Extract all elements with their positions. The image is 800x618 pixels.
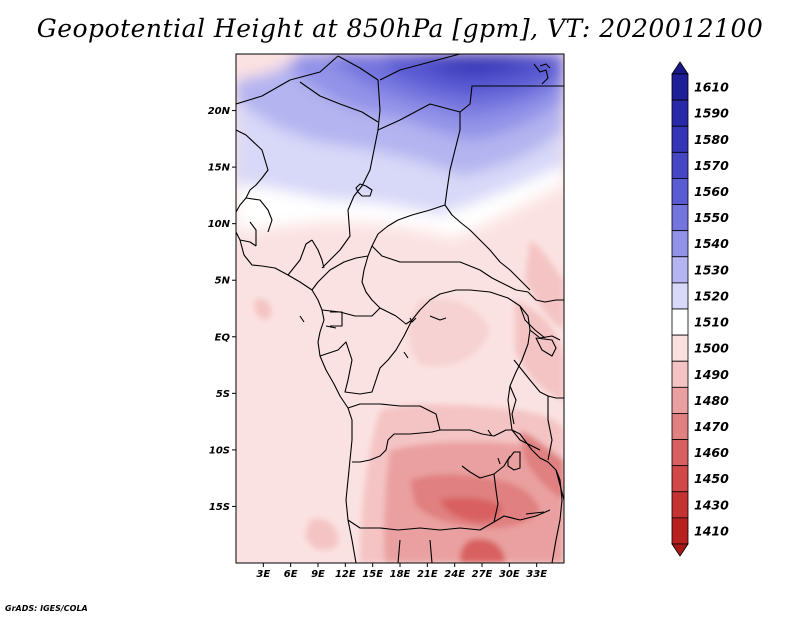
colorbar-label: 1500 — [694, 341, 729, 356]
colorbar-label: 1580 — [694, 132, 729, 147]
colorbar-swatch — [671, 517, 689, 545]
colorbar-swatch — [671, 256, 689, 284]
colorbar-label: 1590 — [694, 106, 729, 121]
colorbar-label: 1470 — [694, 419, 729, 434]
x-tick-label: 6E — [284, 569, 298, 580]
y-tick-label: 5N — [215, 276, 231, 287]
y-tick-label: 20N — [208, 106, 231, 117]
x-tick-label: 24E — [444, 569, 465, 580]
colorbar-swatch — [671, 73, 689, 101]
country-boundaries — [236, 54, 564, 563]
colorbar-legend: 1610 1590 1580 1570 1560 1550 1540 1530 1520 1510… — [671, 61, 729, 557]
colorbar-label: 1490 — [694, 367, 729, 382]
x-tick-label: 9E — [311, 569, 325, 580]
colorbar-label: 1610 — [694, 80, 729, 95]
colorbar-swatch — [671, 230, 689, 258]
longitude-axis: 3E 6E 9E 12E 15E 18E 21E 24E 27E 30E 33E — [256, 563, 547, 580]
x-tick-label: 33E — [526, 569, 547, 580]
x-tick-label: 15E — [362, 569, 383, 580]
colorbar-top-cap — [671, 61, 689, 75]
colorbar-swatch — [671, 360, 689, 388]
colorbar-label: 1410 — [694, 523, 729, 538]
colorbar-swatch — [671, 334, 689, 362]
y-tick-label: 15N — [208, 163, 231, 174]
x-tick-label: 3E — [256, 569, 270, 580]
colorbar-bottom-cap — [671, 543, 689, 557]
colorbar-swatch — [671, 413, 689, 440]
colorbar-swatch — [671, 99, 689, 127]
latitude-axis: 20N 15N 10N 5N EQ 5S 10S 15S — [208, 106, 236, 513]
colorbar-label: 1560 — [694, 184, 729, 199]
x-tick-label: 12E — [335, 569, 356, 580]
colorbar-swatch — [671, 386, 689, 414]
x-tick-label: 27E — [472, 569, 493, 580]
colorbar-label: 1430 — [694, 497, 729, 512]
x-tick-label: 21E — [417, 569, 438, 580]
geopotential-height-field — [236, 54, 564, 563]
colorbar-label: 1520 — [694, 288, 729, 303]
colorbar-swatch — [671, 125, 689, 153]
colorbar-label: 1460 — [694, 445, 729, 460]
y-tick-label: 5S — [216, 389, 230, 400]
x-tick-label: 18E — [390, 569, 411, 580]
colorbar-swatch — [671, 282, 689, 310]
colorbar-label: 1550 — [694, 210, 729, 225]
colorbar-swatch — [671, 491, 689, 519]
x-tick-label: 30E — [499, 569, 520, 580]
colorbar-label: 1510 — [694, 315, 729, 330]
map-title: Geopotential Height at 850hPa [gpm], VT:… — [36, 14, 764, 43]
colorbar-label: 1450 — [694, 471, 729, 486]
colorbar-label: 1480 — [694, 393, 729, 408]
colorbar-swatch — [671, 178, 689, 205]
y-tick-label: 15S — [209, 502, 230, 513]
y-tick-label: 10S — [209, 445, 230, 456]
colorbar-label: 1530 — [694, 262, 729, 277]
colorbar-swatch — [671, 439, 689, 467]
colorbar-swatch — [671, 151, 689, 179]
colorbar-swatch — [671, 204, 689, 232]
colorbar-swatch — [671, 465, 689, 493]
grads-credit: GrADS: IGES/COLA — [5, 604, 88, 613]
colorbar-label: 1570 — [694, 158, 729, 173]
colorbar-swatch — [671, 308, 689, 336]
y-tick-label: EQ — [215, 332, 231, 343]
colorbar-label: 1540 — [694, 236, 729, 251]
y-tick-label: 10N — [208, 219, 231, 230]
